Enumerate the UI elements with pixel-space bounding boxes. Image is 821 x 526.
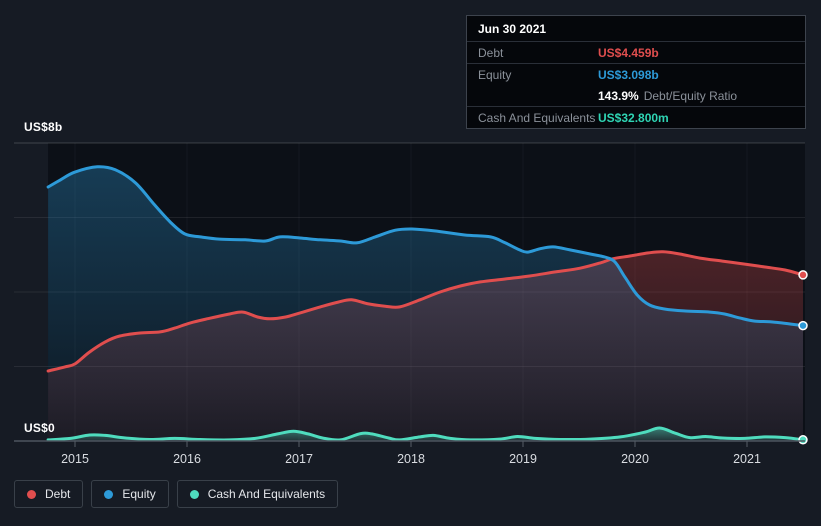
y-axis-label-max: US$8b [24,120,63,134]
legend-item-equity[interactable]: Equity [91,480,169,508]
cash-line [46,426,805,442]
legend-item-cash[interactable]: Cash And Equivalents [176,480,339,508]
cash-series-color-dot [189,489,199,499]
tooltip-cash-value: US$32.800m [598,110,669,125]
tooltip-debt-label: Debt [478,45,504,60]
tooltip-date: Jun 30 2021 [467,16,805,42]
equity-area [48,166,804,441]
x-axis-tick-label: 2017 [285,452,313,466]
series-lines [46,165,805,442]
chart-tooltip: Jun 30 2021 Debt US$4.459b Equity US$3.0… [466,15,806,129]
debt-line [46,250,805,373]
tooltip-row-equity: Equity US$3.098b [467,64,805,85]
y-axis-label-zero: US$0 [24,421,55,435]
series-end-markers [798,270,808,445]
tooltip-row-cash: Cash And Equivalents US$32.800m [467,107,805,128]
cash-end-marker[interactable] [798,435,808,445]
x-axis-tick-label: 2019 [509,452,537,466]
legend-label-cash: Cash And Equivalents [207,487,326,501]
x-axis-tick-label: 2015 [61,452,89,466]
tooltip-ratio-value: 143.9% [598,88,639,103]
x-axis-tick-label: 2018 [397,452,425,466]
tooltip-ratio-suffix: Debt/Equity Ratio [643,88,738,103]
legend-label-debt: Debt [45,487,71,501]
chart-legend: Debt Equity Cash And Equivalents [14,480,339,508]
equity-line [46,165,805,328]
debt-series-color-dot [27,489,36,499]
tooltip-equity-value: US$3.098b [598,67,659,82]
debt-end-marker[interactable] [798,270,808,280]
legend-item-debt[interactable]: Debt [14,480,84,508]
x-axis-tick-label: 2021 [733,452,761,466]
tooltip-row-ratio: 143.9% Debt/Equity Ratio [467,85,805,107]
tooltip-equity-label: Equity [478,67,512,82]
tooltip-row-debt: Debt US$4.459b [467,42,805,64]
equity-end-marker[interactable] [798,320,808,331]
x-axis-tick-label: 2016 [173,452,201,466]
x-axis: 2015 2016 2017 2018 2019 2020 2021 [14,440,805,466]
tooltip-cash-label: Cash And Equivalents [478,110,596,125]
legend-label-equity: Equity [122,487,156,501]
tooltip-debt-value: US$4.459b [598,45,659,60]
equity-series-color-dot [104,489,114,499]
x-axis-tick-label: 2020 [621,452,649,466]
